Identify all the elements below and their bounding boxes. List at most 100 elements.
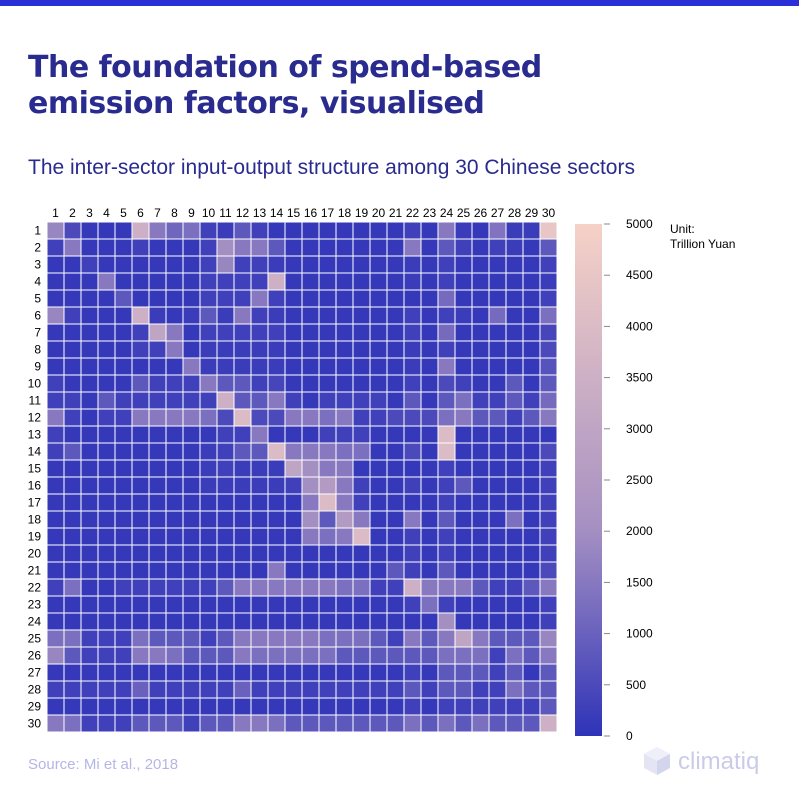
heatmap-cell-r17-c11 (216, 493, 235, 512)
heatmap-cell-r30-c7 (148, 714, 167, 733)
heatmap-cell-r10-c24 (437, 374, 456, 393)
heatmap-cell-r29-c3 (80, 697, 99, 716)
heatmap-cell-r22-c11 (216, 578, 235, 597)
heatmap-cell-r26-c27 (488, 646, 507, 665)
heatmap-cell-r15-c26 (471, 459, 490, 478)
heatmap-cell-r2-c26 (471, 238, 490, 257)
heatmap-cell-r15-c20 (369, 459, 388, 478)
heatmap-cell-r7-c5 (114, 323, 133, 342)
source-note: Source: Mi et al., 2018 (28, 756, 179, 773)
heatmap-cell-r12-c10 (199, 408, 218, 427)
heatmap-cell-r26-c21 (386, 646, 405, 665)
heatmap-cell-r19-c10 (199, 527, 218, 546)
heatmap-cell-r7-c30 (539, 323, 558, 342)
heatmap-cell-r3-c28 (505, 255, 524, 274)
heatmap-cell-r1-c16 (301, 221, 320, 240)
heatmap-cell-r10-c14 (267, 374, 286, 393)
heatmap-cell-r4-c20 (369, 272, 388, 291)
heatmap-cell-r29-c4 (97, 697, 116, 716)
heatmap-cell-r29-c28 (505, 697, 524, 716)
heatmap-cell-r25-c10 (199, 629, 218, 648)
x-tick-label: 17 (321, 206, 335, 220)
heatmap-cell-r28-c16 (301, 680, 320, 699)
heatmap-cell-r4-c14 (267, 272, 286, 291)
heatmap-cell-r18-c13 (250, 510, 269, 529)
heatmap-cell-r12-c22 (403, 408, 422, 427)
heatmap-cell-r5-c30 (539, 289, 558, 308)
heatmap-cell-r15-c9 (182, 459, 201, 478)
heatmap-cell-r11-c2 (63, 391, 82, 410)
heatmap-cell-r29-c12 (233, 697, 252, 716)
heatmap-cell-r24-c2 (63, 612, 82, 631)
heatmap-cell-r12-c6 (131, 408, 150, 427)
heatmap-cell-r16-c4 (97, 476, 116, 495)
heatmap-cell-r20-c3 (80, 544, 99, 563)
heatmap-cell-r3-c3 (80, 255, 99, 274)
heatmap-cell-r30-c24 (437, 714, 456, 733)
heatmap-cell-r22-c26 (471, 578, 490, 597)
heatmap-cell-r10-c21 (386, 374, 405, 393)
heatmap-cell-r24-c29 (522, 612, 541, 631)
heatmap-cell-r11-c4 (97, 391, 116, 410)
x-tick-label: 1 (52, 206, 59, 220)
heatmap-cell-r11-c19 (352, 391, 371, 410)
heatmap-cell-r27-c12 (233, 663, 252, 682)
heatmap-cell-r9-c22 (403, 357, 422, 376)
heatmap-cell-r18-c23 (420, 510, 439, 529)
heatmap-cell-r6-c29 (522, 306, 541, 325)
heatmap-cell-r24-c28 (505, 612, 524, 631)
heatmap-cell-r18-c20 (369, 510, 388, 529)
heatmap-cell-r27-c24 (437, 663, 456, 682)
heatmap-cell-r7-c13 (250, 323, 269, 342)
heatmap-cell-r28-c10 (199, 680, 218, 699)
heatmap-cell-r7-c15 (284, 323, 303, 342)
heatmap-cell-r23-c19 (352, 595, 371, 614)
heatmap-cell-r3-c23 (420, 255, 439, 274)
heatmap-cell-r6-c5 (114, 306, 133, 325)
heatmap-cell-r12-c17 (318, 408, 337, 427)
heatmap-cell-r2-c7 (148, 238, 167, 257)
y-tick-label: 29 (28, 700, 42, 714)
heatmap-cell-r11-c29 (522, 391, 541, 410)
heatmap-cell-r19-c25 (454, 527, 473, 546)
heatmap-cell-r21-c5 (114, 561, 133, 580)
heatmap-cell-r19-c3 (80, 527, 99, 546)
heatmap-cell-r10-c7 (148, 374, 167, 393)
heatmap-cell-r4-c12 (233, 272, 252, 291)
heatmap-cell-r15-c28 (505, 459, 524, 478)
heatmap-cell-r14-c6 (131, 442, 150, 461)
heatmap-cell-r16-c28 (505, 476, 524, 495)
heatmap-cell-r17-c22 (403, 493, 422, 512)
y-tick-label: 21 (28, 564, 42, 578)
heatmap-cell-r14-c25 (454, 442, 473, 461)
heatmap-cell-r6-c18 (335, 306, 354, 325)
heatmap-cell-r4-c2 (63, 272, 82, 291)
cube-icon (644, 747, 670, 775)
heatmap-cell-r16-c23 (420, 476, 439, 495)
heatmap-cell-r1-c27 (488, 221, 507, 240)
heatmap-cell-r1-c18 (335, 221, 354, 240)
heatmap-cell-r5-c15 (284, 289, 303, 308)
heatmap-cell-r3-c5 (114, 255, 133, 274)
heatmap-cell-r11-c3 (80, 391, 99, 410)
heatmap-cell-r29-c13 (250, 697, 269, 716)
brand-name: climatiq (678, 748, 760, 775)
heatmap-cell-r28-c1 (46, 680, 65, 699)
heatmap-cell-r12-c21 (386, 408, 405, 427)
heatmap-cell-r6-c20 (369, 306, 388, 325)
heatmap-cell-r27-c26 (471, 663, 490, 682)
heatmap-cell-r22-c24 (437, 578, 456, 597)
y-tick-label: 13 (28, 428, 42, 442)
heatmap-cell-r30-c3 (80, 714, 99, 733)
heatmap-cell-r18-c5 (114, 510, 133, 529)
heatmap-cell-r22-c12 (233, 578, 252, 597)
heatmap-cell-r4-c29 (522, 272, 541, 291)
heatmap-cell-r18-c8 (165, 510, 184, 529)
heatmap-cell-r19-c17 (318, 527, 337, 546)
heatmap-cell-r14-c9 (182, 442, 201, 461)
heatmap-cell-r29-c23 (420, 697, 439, 716)
heatmap-cell-r26-c22 (403, 646, 422, 665)
heatmap-cell-r27-c19 (352, 663, 371, 682)
y-tick-label: 20 (28, 547, 42, 561)
heatmap-cell-r28-c12 (233, 680, 252, 699)
